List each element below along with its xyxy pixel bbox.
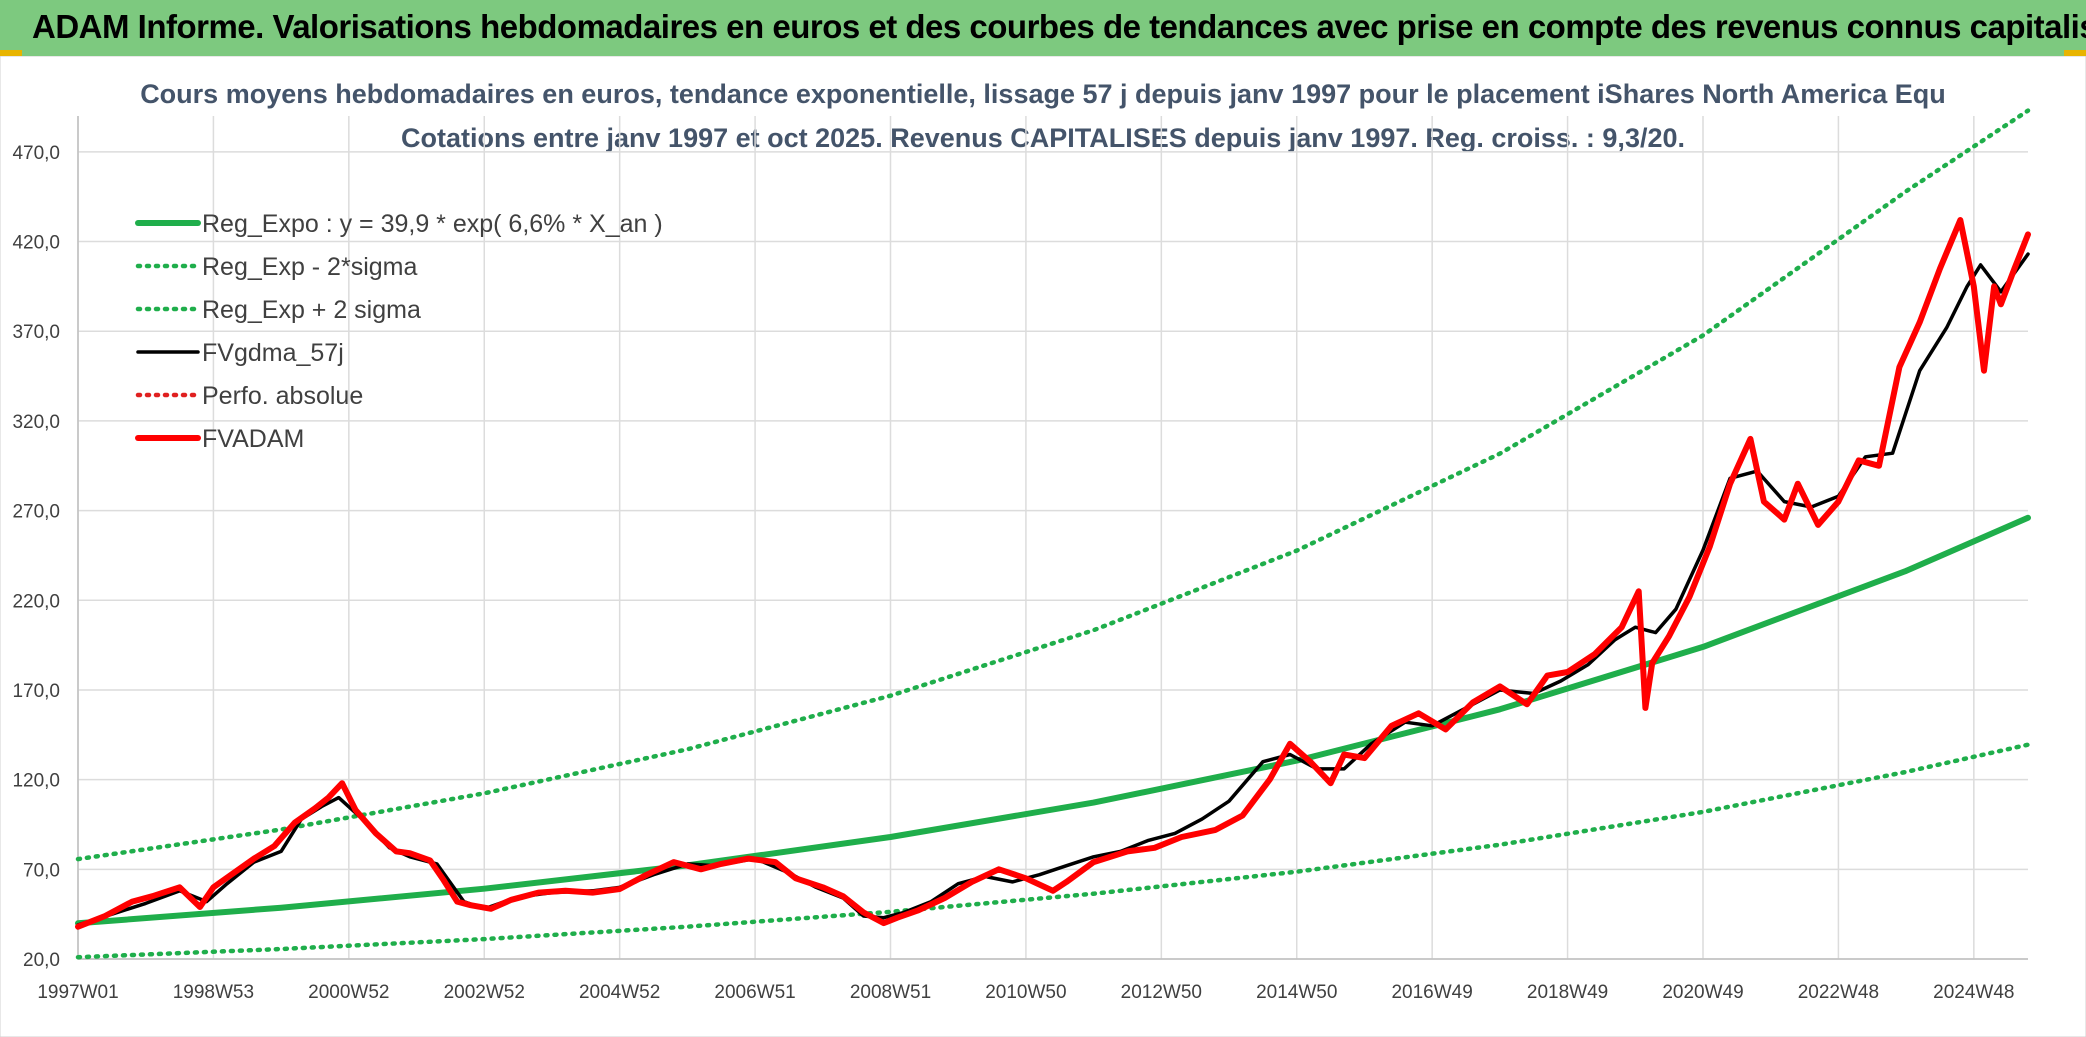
x-tick-label: 2018W49 (1527, 982, 1608, 1003)
x-tick-label: 2000W52 (308, 982, 389, 1003)
y-tick-label: 20,0 (23, 950, 60, 971)
y-tick-label: 220,0 (12, 591, 60, 612)
series-line-1 (75, 742, 2031, 960)
y-tick-label: 270,0 (12, 502, 60, 523)
x-tick-label: 2004W52 (579, 982, 660, 1003)
legend-label: Reg_Exp + 2 sigma (202, 296, 421, 324)
x-tick-label: 2008W51 (850, 982, 931, 1003)
x-tick-label: 2012W50 (1121, 982, 1202, 1003)
axis-lines (77, 116, 2028, 960)
y-tick-label: 120,0 (12, 771, 60, 792)
y-tick-label: 470,0 (12, 143, 60, 164)
y-tick-label: 320,0 (12, 412, 60, 433)
chart-subtitle: Cotations entre janv 1997 et oct 2025. R… (401, 123, 1685, 153)
legend-label: FVgdma_57j (202, 339, 344, 367)
banner-corner-left (0, 50, 22, 58)
valuation-chart: Cours moyens hebdomadaires en euros, ten… (0, 56, 2086, 1037)
chart-frame: Cours moyens hebdomadaires en euros, ten… (0, 56, 2086, 1037)
chart-title: Cours moyens hebdomadaires en euros, ten… (140, 79, 1946, 109)
legend-label: Reg_Exp - 2*sigma (202, 253, 417, 281)
legend: Reg_Expo : y = 39,9 * exp( 6,6% * X_an )… (135, 210, 663, 453)
y-tick-label: 370,0 (12, 322, 60, 343)
x-tick-label: 1998W53 (173, 982, 254, 1003)
banner-corner-right (2064, 50, 2086, 58)
x-tick-label: 1997W01 (37, 982, 118, 1003)
x-tick-label: 2010W50 (985, 982, 1066, 1003)
x-tick-label: 2006W51 (714, 982, 795, 1003)
chart-background (0, 56, 2086, 1037)
x-tick-label: 2016W49 (1391, 982, 1472, 1003)
legend-label: FVADAM (202, 425, 304, 453)
y-tick-label: 420,0 (12, 233, 60, 254)
y-tick-label: 170,0 (12, 681, 60, 702)
series-lines (75, 108, 2031, 960)
report-title: ADAM Informe. Valorisations hebdomadaire… (32, 8, 2086, 45)
report-banner: ADAM Informe. Valorisations hebdomadaire… (0, 0, 2086, 58)
y-tick-label: 70,0 (23, 860, 60, 881)
series-line-2 (75, 108, 2031, 862)
x-tick-label: 2020W49 (1662, 982, 1743, 1003)
legend-label: Perfo. absolue (202, 382, 363, 410)
legend-label: Reg_Expo : y = 39,9 * exp( 6,6% * X_an ) (202, 210, 663, 238)
x-tick-label: 2002W52 (444, 982, 525, 1003)
y-axis-ticks: 20,0 70,0 120,0 170,0 220,0 270,0 320,0 370,0 42… (12, 143, 60, 971)
x-tick-label: 2024W48 (1933, 982, 2014, 1003)
x-axis-ticks: 1997W01 1998W53 2000W52 2002W52 2004W52 2006W… (37, 982, 2014, 1003)
series-line-0 (75, 514, 2031, 927)
series-line-5 (75, 217, 2031, 930)
x-tick-label: 2014W50 (1256, 982, 1337, 1003)
x-tick-label: 2022W48 (1798, 982, 1879, 1003)
